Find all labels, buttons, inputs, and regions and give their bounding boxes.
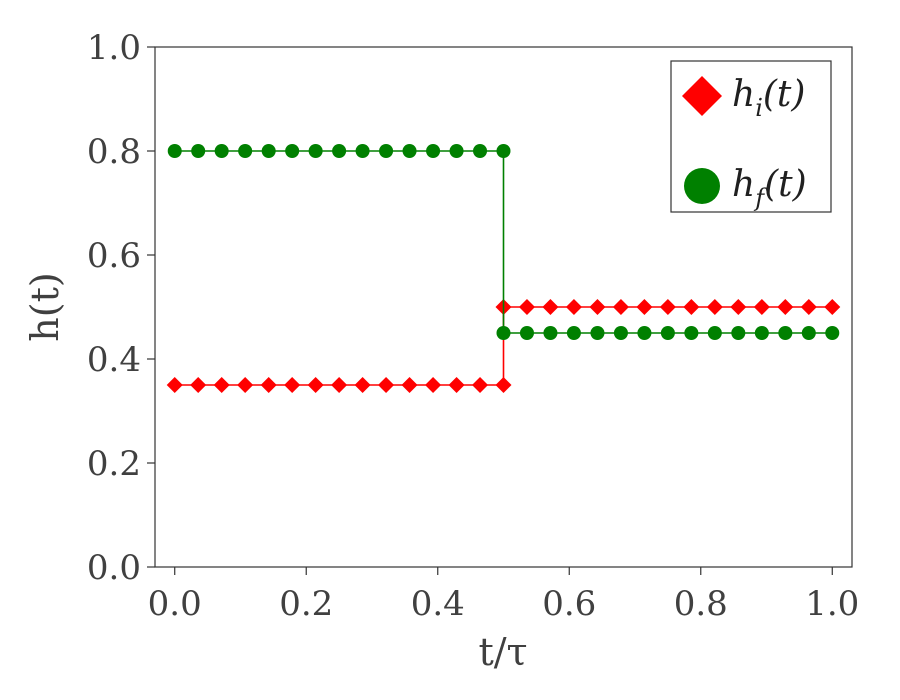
- data-point: [260, 377, 277, 393]
- data-point: [307, 377, 324, 393]
- data-point: [426, 144, 441, 158]
- legend-label-base: h: [732, 74, 755, 115]
- data-point: [684, 326, 699, 340]
- data-point: [659, 299, 676, 315]
- y-tick-label: 0.8: [87, 132, 141, 172]
- data-point: [566, 326, 581, 340]
- data-point: [565, 299, 582, 315]
- data-point: [707, 326, 722, 340]
- legend: hi(t)hf(t): [670, 60, 832, 213]
- y-tick-label: 0.0: [87, 548, 141, 588]
- data-point: [636, 299, 653, 315]
- data-point: [495, 377, 512, 393]
- x-tick-label: 0.4: [411, 584, 465, 624]
- y-tick-label: 0.4: [87, 340, 141, 380]
- series-h-f: [167, 144, 840, 340]
- data-point: [285, 144, 300, 158]
- series-h-i: [166, 299, 841, 393]
- data-point: [660, 326, 675, 340]
- data-point: [402, 144, 417, 158]
- data-point: [472, 377, 489, 393]
- data-point: [543, 326, 558, 340]
- data-point: [308, 144, 323, 158]
- legend-label-base: h: [732, 164, 755, 205]
- data-point: [191, 144, 206, 158]
- legend-label-suffix: (t): [763, 74, 806, 115]
- legend-circle-marker: [684, 168, 720, 204]
- y-axis: 0.0 0.2 0.4 0.6 0.8 1.0: [87, 28, 155, 588]
- data-point: [542, 299, 559, 315]
- data-point: [637, 326, 652, 340]
- data-point: [331, 377, 348, 393]
- legend-label: hi(t): [732, 74, 805, 122]
- data-point: [778, 326, 793, 340]
- y-tick-label: 0.6: [87, 236, 141, 276]
- data-point: [401, 377, 418, 393]
- data-point: [473, 144, 488, 158]
- data-point: [518, 299, 535, 315]
- data-point: [825, 326, 840, 340]
- data-point: [777, 299, 794, 315]
- data-point: [731, 326, 746, 340]
- y-tick-label: 1.0: [87, 28, 141, 68]
- data-point: [706, 299, 723, 315]
- x-axis: 0.0 0.2 0.4 0.6 0.8 1.0: [148, 567, 859, 624]
- x-tick-label: 0.2: [279, 584, 333, 624]
- data-point: [824, 299, 841, 315]
- data-point: [190, 377, 207, 393]
- data-point: [167, 144, 182, 158]
- data-point: [448, 377, 465, 393]
- legend-diamond-marker: [682, 76, 722, 116]
- data-point: [379, 144, 394, 158]
- data-point: [425, 377, 442, 393]
- series-layer: [166, 144, 841, 393]
- data-point: [496, 144, 511, 158]
- data-point: [237, 377, 254, 393]
- data-point: [519, 326, 534, 340]
- data-point: [590, 326, 605, 340]
- data-point: [449, 144, 464, 158]
- x-tick-label: 1.0: [805, 584, 859, 624]
- data-point: [213, 377, 230, 393]
- x-tick-label: 0.6: [542, 584, 596, 624]
- data-point: [261, 144, 276, 158]
- plot-frame: [154, 46, 853, 568]
- data-point: [166, 377, 183, 393]
- data-point: [612, 299, 629, 315]
- data-point: [284, 377, 301, 393]
- x-tick-label: 0.0: [148, 584, 202, 624]
- data-point: [354, 377, 371, 393]
- data-point: [332, 144, 347, 158]
- y-tick-label: 0.2: [87, 444, 141, 484]
- legend-label-suffix: (t): [764, 164, 807, 205]
- y-axis-title: h(t): [23, 272, 67, 341]
- data-point: [753, 299, 770, 315]
- data-point: [800, 299, 817, 315]
- data-point: [613, 326, 628, 340]
- data-point: [355, 144, 370, 158]
- legend-label-subscript: i: [755, 94, 763, 122]
- x-axis-title: t/τ: [478, 630, 527, 674]
- data-point: [801, 326, 816, 340]
- data-point: [683, 299, 700, 315]
- data-point: [214, 144, 229, 158]
- data-point: [754, 326, 769, 340]
- data-point: [496, 326, 511, 340]
- data-point: [589, 299, 606, 315]
- data-point: [238, 144, 253, 158]
- legend-label: hf(t): [732, 164, 807, 212]
- data-point: [730, 299, 747, 315]
- x-tick-label: 0.8: [674, 584, 728, 624]
- data-point: [378, 377, 395, 393]
